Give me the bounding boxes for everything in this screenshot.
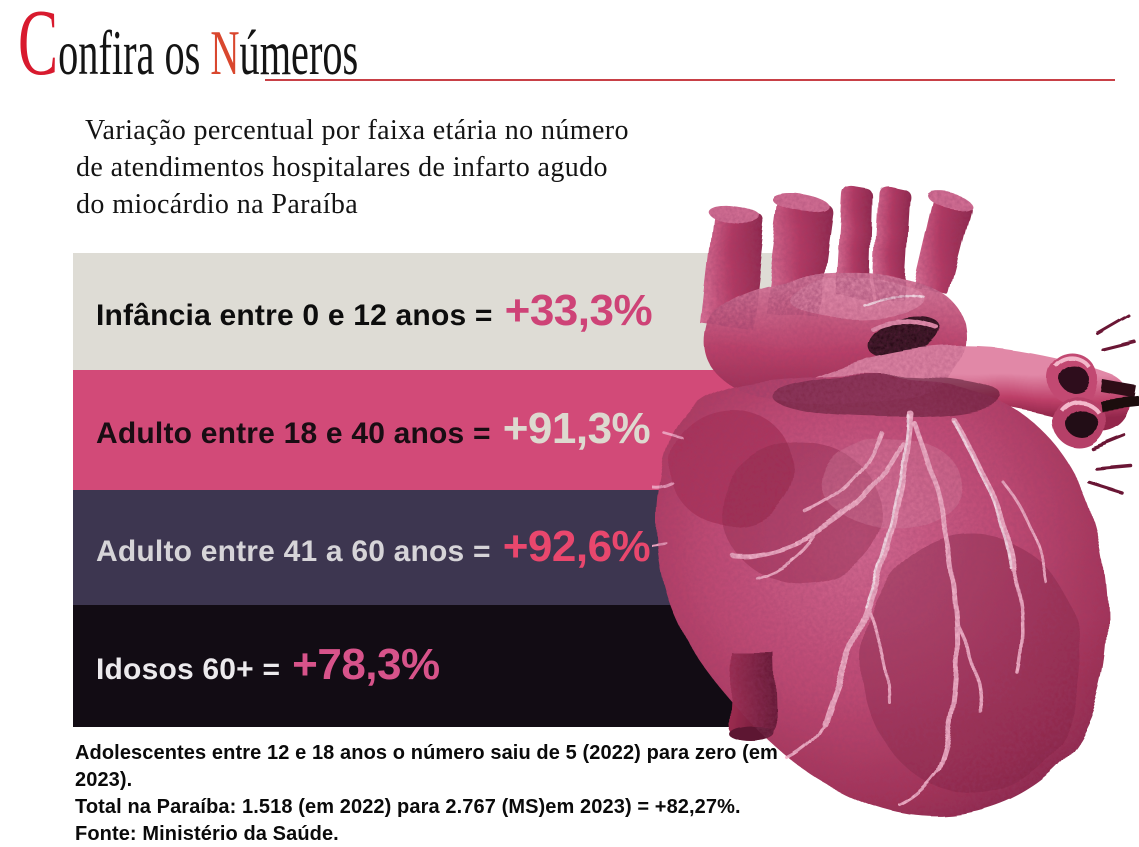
chart-subtitle: Variação percentual por faixa etária no … [76,112,756,223]
stat-band-label: Adulto entre 41 a 60 anos = [96,534,491,568]
page-title: Confira os Números [18,0,358,106]
stat-band-value: +33,3% [504,285,653,335]
stat-band-idosos: Idosos 60+ = +78,3% [73,605,808,727]
subtitle-line: do miocárdio na Paraíba [76,189,359,220]
stat-band-adulto-18-40: Adulto entre 18 e 40 anos = +91,3% [73,370,808,490]
stat-band-value: +91,3% [502,404,651,453]
title-text-1: onfira os [58,18,211,88]
heart-cut-vessel-openings [1047,313,1139,495]
stat-band-list: Infância entre 0 e 12 anos = +33,3% Adul… [73,253,808,727]
stat-band-adulto-41-60: Adulto entre 41 a 60 anos = +92,6% [73,490,808,605]
title-dropcap-c: C [18,0,59,95]
stat-band-label: Adulto entre 18 e 40 anos = [96,417,491,450]
stat-band-label: Idosos 60+ = [96,653,281,686]
footnotes: Adolescentes entre 12 e 18 anos o número… [75,740,835,847]
title-text-2: úmeros [239,18,359,88]
subtitle-line: Variação percentual por faixa etária no … [85,115,629,146]
title-dropcap-n: N [210,18,240,88]
stat-band-value: +92,6% [502,521,651,571]
footnote-line: Total na Paraíba: 1.518 (em 2022) para 2… [75,796,741,818]
stat-band-value: +78,3% [292,640,440,689]
footnote-source: Fonte: Ministério da Saúde. [75,823,339,845]
title-underline [265,79,1115,81]
stat-band-label: Infância entre 0 e 12 anos = [96,298,493,332]
subtitle-line: de atendimentos hospitalares de infarto … [76,152,608,183]
footnote-line: Adolescentes entre 12 e 18 anos o número… [75,742,778,791]
stat-band-infancia: Infância entre 0 e 12 anos = +33,3% [73,253,808,370]
